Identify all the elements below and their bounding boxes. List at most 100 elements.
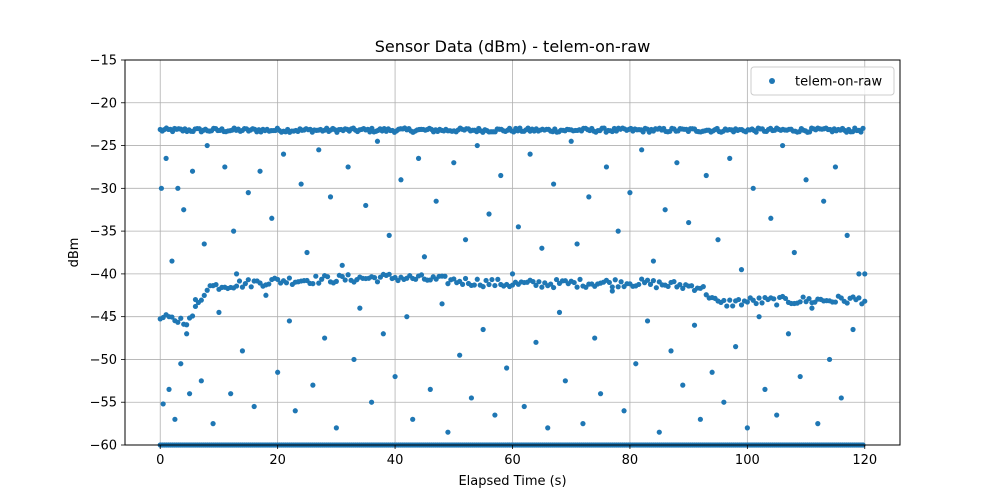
data-point xyxy=(633,361,639,367)
data-point xyxy=(536,279,542,285)
data-point xyxy=(498,172,504,179)
data-point xyxy=(721,297,727,304)
legend-marker xyxy=(769,78,775,84)
data-point xyxy=(233,283,240,289)
data-point xyxy=(677,282,683,288)
data-point xyxy=(178,361,184,367)
data-point xyxy=(368,399,375,405)
data-point xyxy=(703,172,709,179)
data-point xyxy=(797,299,803,305)
data-point xyxy=(386,271,392,277)
data-point xyxy=(606,279,612,286)
data-point xyxy=(553,276,560,283)
data-point xyxy=(486,281,492,288)
data-point xyxy=(779,142,786,149)
data-point xyxy=(762,386,768,392)
data-point xyxy=(800,294,806,300)
data-point xyxy=(551,284,557,291)
data-point xyxy=(527,151,533,157)
data-point xyxy=(691,322,698,328)
data-point xyxy=(489,276,495,283)
data-point xyxy=(474,276,480,282)
data-point xyxy=(759,300,765,306)
data-point xyxy=(236,278,243,284)
data-point xyxy=(210,421,216,427)
x-tick-label: 120 xyxy=(852,453,877,468)
data-point xyxy=(286,275,292,281)
data-point xyxy=(838,295,844,301)
data-point xyxy=(239,284,246,290)
data-point xyxy=(459,281,466,287)
data-point xyxy=(319,276,325,282)
data-point xyxy=(735,296,742,303)
data-point xyxy=(753,129,759,135)
data-point xyxy=(621,408,627,414)
data-point xyxy=(850,326,856,333)
data-point xyxy=(275,276,281,283)
data-point xyxy=(539,284,545,290)
data-point xyxy=(721,399,727,405)
data-point xyxy=(724,303,730,309)
data-point xyxy=(515,224,521,230)
data-point xyxy=(650,278,657,284)
data-point xyxy=(231,228,237,234)
y-tick-label: −15 xyxy=(90,54,117,69)
data-point xyxy=(286,318,292,324)
y-tick-label: −20 xyxy=(90,96,117,111)
data-point xyxy=(680,382,686,388)
data-point xyxy=(492,412,498,418)
data-point xyxy=(310,382,316,388)
data-point xyxy=(647,281,654,287)
data-point xyxy=(418,272,425,278)
data-point xyxy=(413,276,419,282)
data-point xyxy=(172,416,178,422)
data-point xyxy=(862,298,868,304)
data-point xyxy=(169,314,175,320)
data-point xyxy=(166,386,172,392)
data-point xyxy=(201,292,207,299)
data-point xyxy=(310,281,316,287)
data-point xyxy=(374,279,381,285)
data-point xyxy=(480,284,486,290)
y-tick-label: −45 xyxy=(90,310,117,325)
data-point xyxy=(327,194,334,200)
data-point xyxy=(860,125,866,131)
data-point xyxy=(744,425,750,431)
legend-box xyxy=(750,66,895,96)
data-point xyxy=(644,277,651,283)
data-point xyxy=(192,303,199,310)
x-axis-label: Elapsed Time (s) xyxy=(458,474,566,489)
data-point xyxy=(615,228,621,234)
data-point xyxy=(574,284,580,290)
data-point xyxy=(650,258,657,264)
data-point xyxy=(189,313,196,319)
data-point xyxy=(486,211,492,217)
data-point xyxy=(339,273,345,280)
data-point xyxy=(410,416,416,422)
data-point xyxy=(178,315,184,321)
data-point xyxy=(398,177,404,183)
data-point xyxy=(160,401,166,407)
y-axis-ticks: −60 −55 −50 −45 −40 −35 −30 −25 −20 −15 xyxy=(90,54,125,454)
data-point xyxy=(774,412,780,418)
x-tick-label: 40 xyxy=(387,453,404,468)
x-tick-label: 60 xyxy=(504,453,521,468)
data-point xyxy=(730,303,736,309)
legend-label: telem-on-raw xyxy=(795,75,882,90)
data-point xyxy=(184,331,190,337)
y-tick-label: −30 xyxy=(90,182,117,197)
data-point xyxy=(636,281,642,288)
data-point xyxy=(771,296,777,302)
data-point xyxy=(686,219,692,226)
legend: telem-on-raw xyxy=(750,66,895,96)
data-point xyxy=(653,285,659,291)
data-point xyxy=(363,202,369,209)
data-point xyxy=(380,331,386,337)
data-point xyxy=(738,302,745,308)
data-point xyxy=(339,262,345,268)
data-point xyxy=(357,305,363,311)
data-point xyxy=(283,280,290,286)
data-point xyxy=(727,155,733,161)
data-point xyxy=(248,284,254,290)
y-tick-label: −35 xyxy=(90,225,117,240)
